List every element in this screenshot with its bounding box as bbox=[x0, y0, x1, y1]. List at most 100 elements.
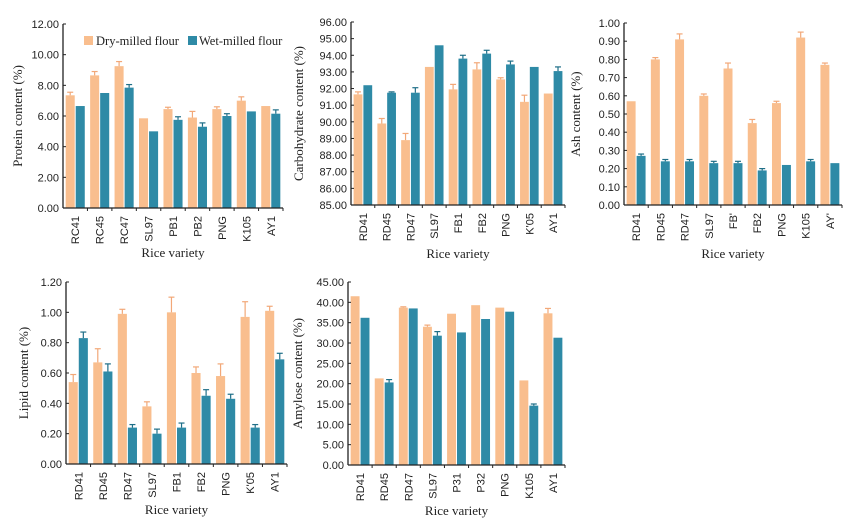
lipid-category-label: SL97 bbox=[147, 472, 159, 498]
ash-y-tick-label: 0.20 bbox=[599, 164, 620, 176]
protein-bar-wet bbox=[75, 106, 85, 208]
carbohydrate-y-tick-label: 89.00 bbox=[319, 133, 347, 145]
lipid-bar-wet bbox=[201, 395, 211, 464]
ash-bar-wet bbox=[806, 161, 816, 205]
lipid-bar-wet bbox=[78, 338, 88, 464]
carbohydrate-bar-dry bbox=[377, 123, 387, 205]
lipid-bar-wet bbox=[250, 427, 260, 464]
amylose-y-tick-label: 45.00 bbox=[316, 277, 344, 289]
ash-bar-dry bbox=[771, 103, 781, 205]
protein-y-tick-label: 10.00 bbox=[31, 50, 59, 62]
legend-swatch-wet bbox=[188, 36, 197, 45]
amylose-y-tick-label: 40.00 bbox=[316, 297, 344, 309]
lipid-chart: 0.00 0.20 0.40 0.60 0.80 1.00 1.20 RD41 RD45 RD47… bbox=[16, 277, 288, 517]
protein-bar-wet bbox=[222, 116, 232, 208]
lipid-y-tick-label: 1.20 bbox=[41, 277, 62, 289]
ash-bar-dry bbox=[675, 39, 685, 205]
amylose-category-label: P31 bbox=[452, 473, 464, 493]
ash-y-tick-label: 0.90 bbox=[599, 36, 620, 48]
ash-y-axis-title: Ash content (%) bbox=[568, 71, 583, 156]
amylose-category-label: RD41 bbox=[355, 473, 367, 501]
carbohydrate-bar-wet bbox=[458, 58, 468, 205]
amylose-bar-wet bbox=[384, 382, 394, 465]
amylose-category-label: AY1 bbox=[548, 473, 560, 493]
carbohydrate-chart: 85.00 86.00 87.00 88.00 89.00 90.00 91.00 92.00… bbox=[291, 17, 566, 261]
amylose-bar-wet bbox=[529, 405, 539, 465]
amylose-bar-wet bbox=[432, 335, 442, 465]
carbohydrate-y-tick-label: 86.00 bbox=[319, 183, 347, 195]
amylose-chart: 0.00 5.00 10.00 15.00 20.00 25.00 30.00 35.00 40… bbox=[290, 277, 566, 518]
ash-bar-wet bbox=[636, 155, 646, 205]
protein-bar-dry bbox=[261, 106, 271, 208]
lipid-category-label: RD47 bbox=[122, 472, 134, 500]
protein-bar-dry bbox=[236, 100, 246, 208]
amylose-bar-dry bbox=[495, 307, 505, 465]
carbohydrate-y-tick-label: 85.00 bbox=[319, 200, 347, 212]
protein-category-label: RC45 bbox=[95, 216, 107, 244]
amylose-bar-dry bbox=[471, 305, 481, 465]
ash-bar-dry bbox=[626, 101, 636, 205]
ash-category-label: FB2 bbox=[752, 213, 764, 233]
lipid-bar-dry bbox=[117, 313, 127, 464]
amylose-y-tick-label: 0.00 bbox=[323, 460, 344, 472]
lipid-category-label: FB1 bbox=[172, 472, 184, 492]
carbohydrate-category-label: SL97 bbox=[429, 213, 441, 239]
lipid-bar-dry bbox=[265, 310, 275, 464]
carbohydrate-bar-dry bbox=[520, 101, 529, 205]
ash-chart: 0.00 0.10 0.20 0.30 0.40 0.50 0.60 0.70 0.80 0.90… bbox=[568, 18, 843, 261]
amylose-bar-dry bbox=[447, 313, 456, 465]
amylose-category-label: RD47 bbox=[403, 473, 415, 501]
ash-category-label: SL97 bbox=[704, 213, 716, 239]
ash-y-tick-label: 0.70 bbox=[599, 73, 620, 85]
lipid-category-label: K'05 bbox=[245, 472, 257, 494]
protein-bar-wet bbox=[100, 93, 110, 208]
ash-y-tick-label: 1.00 bbox=[599, 18, 620, 30]
lipid-bar-dry bbox=[142, 406, 152, 464]
ash-category-label: AY' bbox=[825, 213, 837, 229]
protein-bar-dry bbox=[187, 117, 197, 208]
carbohydrate-bar-wet bbox=[506, 64, 515, 205]
protein-bar-wet bbox=[124, 87, 134, 208]
lipid-bar-wet bbox=[226, 398, 236, 464]
ash-category-label: RD47 bbox=[680, 213, 692, 241]
ash-category-label: RD45 bbox=[655, 213, 667, 241]
amylose-bar-dry bbox=[398, 307, 408, 465]
protein-bar-dry bbox=[114, 66, 124, 209]
amylose-y-tick-label: 5.00 bbox=[323, 440, 344, 452]
carbohydrate-bar-dry bbox=[424, 66, 434, 205]
lipid-bar-dry bbox=[68, 382, 78, 464]
legend-label-wet: Wet-milled flour bbox=[199, 34, 283, 48]
carbohydrate-bar-dry bbox=[472, 69, 482, 205]
carbohydrate-y-axis-title: Carbohydrate content (%) bbox=[291, 46, 306, 181]
amylose-category-label: K105 bbox=[524, 473, 536, 499]
amylose-bar-dry bbox=[519, 380, 529, 465]
ash-y-tick-label: 0.80 bbox=[599, 54, 620, 66]
protein-y-axis-title: Protein content (%) bbox=[10, 65, 25, 167]
protein-y-tick-label: 8.00 bbox=[38, 80, 59, 92]
lipid-bar-wet bbox=[275, 359, 285, 464]
carbohydrate-bar-wet bbox=[482, 53, 492, 205]
ash-y-tick-label: 0.00 bbox=[599, 200, 620, 212]
carbohydrate-category-label: FB2 bbox=[477, 213, 489, 233]
ash-y-tick-label: 0.50 bbox=[599, 109, 620, 121]
carbohydrate-y-tick-label: 90.00 bbox=[319, 117, 347, 129]
amylose-y-axis-title: Amylose content (%) bbox=[290, 318, 305, 429]
amylose-category-label: PNG bbox=[500, 473, 512, 497]
protein-chart: 0.00 2.00 4.00 6.00 8.00 10.00 12.00 RC41 RC45 RC… bbox=[10, 19, 284, 260]
carbohydrate-bar-wet bbox=[387, 92, 396, 205]
lipid-bar-wet bbox=[152, 433, 162, 464]
lipid-y-tick-label: 0.80 bbox=[41, 338, 62, 350]
lipid-category-label: RD41 bbox=[73, 472, 85, 500]
carbohydrate-y-tick-label: 87.00 bbox=[319, 167, 347, 179]
carbohydrate-y-tick-label: 94.00 bbox=[319, 50, 347, 62]
carbohydrate-y-tick-label: 96.00 bbox=[319, 17, 347, 29]
carbohydrate-y-tick-label: 95.00 bbox=[319, 34, 347, 46]
lipid-bar-dry bbox=[191, 373, 201, 464]
lipid-y-tick-label: 0.40 bbox=[41, 398, 62, 410]
carbohydrate-y-tick-label: 91.00 bbox=[319, 100, 347, 112]
ash-bar-wet bbox=[830, 163, 840, 205]
ash-bar-dry bbox=[699, 95, 709, 205]
carbohydrate-y-tick-label: 92.00 bbox=[319, 84, 347, 96]
protein-y-tick-label: 12.00 bbox=[31, 19, 59, 31]
